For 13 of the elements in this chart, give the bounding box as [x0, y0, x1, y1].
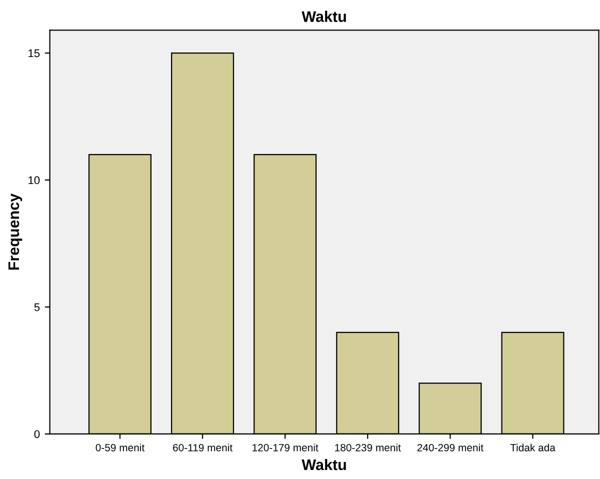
chart-title: Waktu	[302, 10, 346, 22]
y-tick-label: 5	[34, 303, 40, 312]
y-tick-label: 0	[34, 430, 40, 438]
x-tick-label: 240-299 menit	[417, 444, 484, 452]
x-tick-label: Tidak ada	[510, 444, 556, 452]
y-axis-title: Frequency	[8, 194, 22, 270]
x-tick-label: 120-179 menit	[252, 444, 318, 452]
x-axis-title: Waktu	[302, 458, 346, 470]
x-tick-label: 180-239 menit	[335, 444, 401, 452]
x-tick-label: 0-59 menit	[96, 444, 145, 452]
y-tick-label: 10	[28, 176, 40, 184]
x-tick-label: 60-119 menit	[173, 444, 232, 452]
y-tick-label: 15	[28, 49, 40, 58]
